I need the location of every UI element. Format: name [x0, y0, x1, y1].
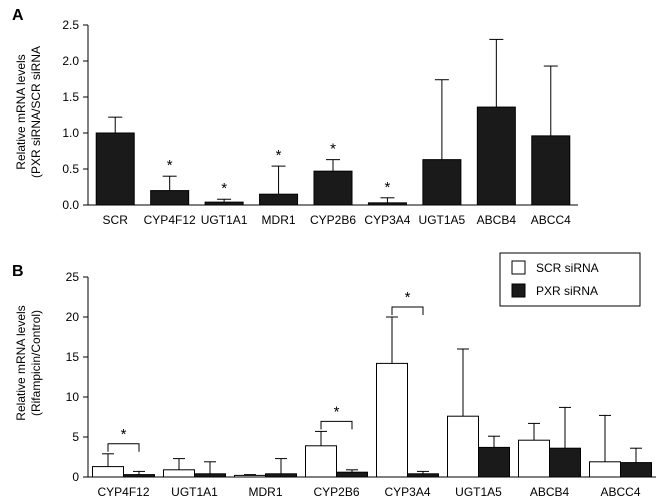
panel-a-significance-star: *	[276, 147, 282, 164]
panel-a-category-label: SCR	[103, 213, 129, 227]
panel-b-ylabel-line1: Relative mRNA levels	[14, 305, 28, 420]
panel-a: A Relative mRNA levels (PXR siRNA/SCR si…	[12, 7, 578, 227]
panel-a-bar	[422, 159, 462, 206]
panel-b-category-label: MDR1	[248, 485, 282, 499]
panel-b-y-tick-label: 25	[66, 270, 80, 284]
panel-b-y-tick-label: 20	[66, 310, 80, 324]
panel-a-bar	[531, 135, 571, 206]
panel-a-y-tick-label: 2.0	[62, 54, 79, 68]
panel-b-bar	[589, 461, 621, 478]
panel-a-bar	[476, 106, 516, 206]
legend-label-pxr: PXR siRNA	[536, 284, 598, 298]
panel-b-label: B	[12, 263, 24, 280]
panel-a-plot: 0.0 0.5 1.0 1.5 2.0 2.5 SCR * CYP4F12 * UGT1A1 * MDR…	[62, 18, 578, 227]
panel-a-significance-star: *	[385, 179, 391, 196]
panel-b-y-tick-label: 15	[66, 350, 80, 364]
panel-b-category-label: ABCC4	[600, 485, 640, 499]
panel-b-ylabel-line2: (Rifampicin/Control)	[29, 310, 43, 416]
panel-b-significance-star: *	[334, 403, 340, 420]
panel-a-significance-star: *	[221, 180, 227, 197]
panel-b-y-tick-label: 0	[72, 470, 79, 484]
panel-a-category-label: CYP2B6	[310, 213, 356, 227]
panel-a-category-label: MDR1	[262, 213, 296, 227]
panel-b-bar	[549, 447, 581, 478]
panel-b-significance-bracket	[107, 443, 140, 452]
panel-b-plot: 0 5 10 15 20 25 * CYP4F12 UGT1A1 MDR1 * CYP2B6 * CYP3…	[66, 270, 656, 499]
panel-b-y-tick-label: 10	[66, 390, 80, 404]
panel-b-category-label: UGT1A1	[171, 485, 218, 499]
panel-b-bar	[92, 466, 124, 478]
panel-b-significance-star: *	[405, 289, 411, 306]
panel-b-bar	[265, 473, 297, 478]
panel-a-category-label: CYP3A4	[364, 213, 410, 227]
panel-b-bar	[518, 439, 550, 478]
panel-b-significance-star: *	[121, 426, 127, 443]
panel-a-ylabel-line2: (PXR siRNA/SCR siRNA	[29, 46, 43, 178]
panel-b-significance-bracket	[320, 420, 353, 430]
panel-b-bar	[336, 471, 368, 478]
panel-a-category-label: UGT1A5	[419, 213, 466, 227]
panel-a-category-label: ABCB4	[477, 213, 517, 227]
panel-a-bar	[367, 202, 407, 206]
legend: SCR siRNA PXR siRNA	[499, 252, 641, 307]
panel-b-bar	[234, 474, 266, 478]
panel-b-category-label: CYP2B6	[313, 485, 359, 499]
panel-b-y-tick-label: 5	[72, 430, 79, 444]
panel-b-category-label: UGT1A5	[455, 485, 502, 499]
panel-a-bar	[313, 170, 353, 206]
panel-a-category-label: UGT1A1	[201, 213, 248, 227]
panel-a-y-tick-label: 0.5	[62, 162, 79, 176]
panel-a-label: A	[12, 7, 24, 24]
legend-label-scr: SCR siRNA	[536, 261, 599, 275]
panel-a-y-tick-label: 2.5	[62, 18, 79, 32]
panel-b-bar	[163, 469, 195, 478]
panel-a-bar	[204, 201, 244, 206]
panel-b-bar	[376, 362, 408, 478]
panel-b-category-label: CYP3A4	[384, 485, 430, 499]
panel-a-category-label: ABCC4	[531, 213, 571, 227]
panel-a-significance-star: *	[167, 157, 173, 174]
panel-a-bar	[95, 132, 135, 206]
panel-b-bar	[447, 415, 479, 478]
panel-a-category-label: CYP4F12	[144, 213, 196, 227]
panel-a-ylabel-line1: Relative mRNA levels	[14, 54, 28, 169]
panel-a-bar	[150, 190, 190, 206]
legend-swatch-pxr	[511, 283, 526, 298]
panel-a-y-tick-label: 1.0	[62, 126, 79, 140]
legend-swatch-scr	[511, 260, 526, 275]
panel-b-bar	[305, 445, 337, 478]
panel-b-significance-bracket	[391, 306, 424, 315]
panel-b-bar	[407, 473, 439, 478]
panel-a-significance-star: *	[330, 141, 336, 158]
panel-a-bar	[259, 193, 299, 206]
panel-a-y-tick-label: 1.5	[62, 90, 79, 104]
panel-b-bar	[194, 473, 226, 478]
panel-b-bar	[478, 446, 510, 478]
panel-a-y-tick-label: 0.0	[62, 198, 79, 212]
panel-b-category-label: CYP4F12	[97, 485, 149, 499]
panel-b-bar	[123, 474, 155, 478]
panel-b: B Relative mRNA levels (Rifampicin/Contr…	[12, 252, 656, 499]
panel-b-bar	[620, 462, 652, 478]
panel-b-category-label: ABCB4	[530, 485, 570, 499]
